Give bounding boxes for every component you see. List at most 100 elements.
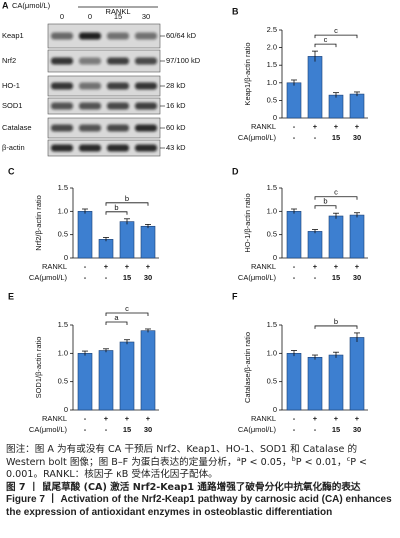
row-cell: 15 <box>332 273 340 282</box>
row-cell: + <box>355 262 360 271</box>
sig-mark: a <box>236 454 241 463</box>
row-cell: - <box>105 273 108 282</box>
caption: 图注：图 A 为有或没有 CA 干预后 Nrf2、Keap1、HO-1、SOD1… <box>6 444 394 520</box>
sig-bracket <box>105 312 149 316</box>
band <box>51 82 73 90</box>
row-label: CA(μmol/L) <box>238 273 277 282</box>
row-cell: + <box>334 122 339 131</box>
bar <box>349 337 365 411</box>
y-tick-label: 2.0 <box>267 43 277 52</box>
error-bar <box>291 350 297 357</box>
y-tick-label: 0 <box>273 113 277 122</box>
y-tick-label: 0.5 <box>267 230 277 239</box>
bar <box>140 225 156 259</box>
row-label: RANKL <box>251 414 276 423</box>
row-label: CA(μmol/L) <box>238 425 277 434</box>
error-bar <box>124 218 130 225</box>
protein-label: HO-1 <box>2 81 20 90</box>
bar <box>98 350 114 411</box>
band <box>51 124 73 132</box>
sig-bracket <box>105 321 128 325</box>
error-bar <box>145 223 151 229</box>
dose: 15 <box>114 12 122 21</box>
sig-label: c <box>334 26 338 35</box>
band <box>135 82 157 90</box>
protein-label: Catalase <box>2 123 32 132</box>
row-cell: + <box>125 262 130 271</box>
panel-label: B <box>232 6 239 16</box>
sig-bracket <box>314 325 358 329</box>
band <box>107 144 129 152</box>
size-label: 60 kD <box>166 123 186 132</box>
row-cell: - <box>293 425 296 434</box>
error-bar <box>82 208 88 214</box>
abbreviation: RANKL：核因子 κB 受体活化因子配体。 <box>43 469 218 481</box>
sig-text: P < 0.01， <box>295 456 347 468</box>
row-cell: + <box>313 262 318 271</box>
error-bar <box>354 91 360 97</box>
y-tick-label: 0.5 <box>58 377 68 386</box>
band <box>79 144 101 152</box>
sig-label: b <box>334 317 338 326</box>
y-axis-title: Catalase/β-actin ratio <box>243 332 252 403</box>
row-cell: + <box>104 262 109 271</box>
y-tick-label: 1.5 <box>267 183 277 192</box>
treatment: RANKL <box>105 7 130 16</box>
row-cell: - <box>293 133 296 142</box>
bar <box>328 215 344 259</box>
bar <box>307 231 323 259</box>
row-cell: 15 <box>332 133 340 142</box>
y-tick-label: 1.0 <box>267 206 277 215</box>
row-cell: 30 <box>353 133 361 142</box>
size-label: 28 kD <box>166 81 186 90</box>
protein-label: Keap1 <box>2 31 24 40</box>
error-bar <box>312 229 318 234</box>
y-tick-label: 1.5 <box>58 320 68 329</box>
sig-mark: c <box>346 454 351 463</box>
band <box>135 124 157 132</box>
band <box>79 102 101 110</box>
row-cell: - <box>84 273 87 282</box>
row-cell: - <box>84 414 87 423</box>
error-bar <box>103 237 109 242</box>
row-cell: + <box>146 262 151 271</box>
bar <box>349 214 365 259</box>
row-cell: + <box>334 262 339 271</box>
row-cell: 15 <box>332 425 340 434</box>
y-tick-label: 1.0 <box>58 206 68 215</box>
bar <box>77 353 93 411</box>
band <box>51 57 73 65</box>
band <box>107 32 129 40</box>
row-cell: + <box>125 414 130 423</box>
row-cell: - <box>105 425 108 434</box>
error-bar <box>333 351 339 358</box>
band <box>107 57 129 65</box>
row-cell: 30 <box>353 273 361 282</box>
y-axis-title: HO-1/β-actin ratio <box>243 193 252 252</box>
panel-label: C <box>8 166 15 176</box>
band <box>135 144 157 152</box>
sig-bracket <box>314 43 337 48</box>
sig-label: b <box>323 197 327 206</box>
caption-title-en: Figure 7 丨 Activation of the Nrf2-Keap1 … <box>6 494 392 518</box>
row-cell: - <box>84 425 87 434</box>
error-bar <box>145 328 151 333</box>
size-label: 16 kD <box>166 101 186 110</box>
bar <box>77 211 93 259</box>
band <box>51 32 73 40</box>
row-cell: + <box>313 414 318 423</box>
error-bar <box>354 212 360 218</box>
row-label: CA(μmol/L) <box>29 273 68 282</box>
row-cell: 30 <box>144 273 152 282</box>
bar <box>140 330 156 411</box>
sig-label: a <box>114 313 119 322</box>
bar <box>328 354 344 411</box>
y-tick-label: 1.5 <box>58 183 68 192</box>
row-cell: + <box>355 122 360 131</box>
row-cell: 15 <box>123 425 131 434</box>
y-axis-title: Keap1/β-actin ratio <box>243 42 252 105</box>
row-cell: - <box>293 262 296 271</box>
y-tick-label: 1.0 <box>58 348 68 357</box>
protein-label: Nrf2 <box>2 56 16 65</box>
